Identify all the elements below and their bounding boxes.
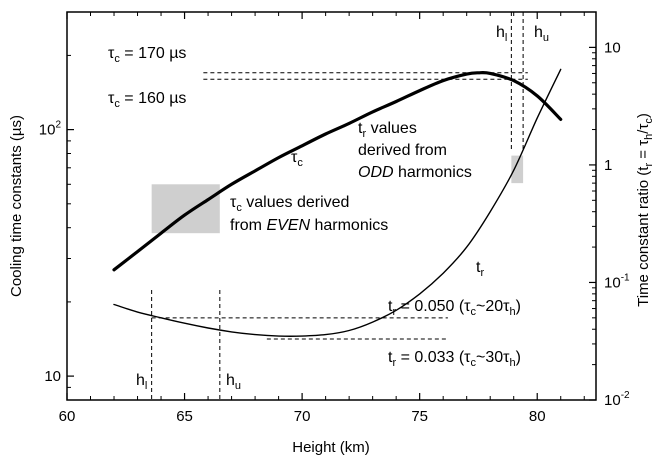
x-tick-label-1: 65	[176, 408, 193, 425]
label-hu-right: hu	[534, 24, 549, 44]
shaded-regions	[151, 155, 524, 234]
label-tr-values-3: ODD harmonics	[358, 164, 472, 181]
shaded-region-0	[151, 184, 220, 234]
x-tick-label-2: 70	[294, 408, 311, 425]
y-right-tick-label-0: 10-2	[604, 390, 630, 409]
label-tr-050: tr = 0.050 (τc~20τh)	[388, 298, 521, 318]
x-axis-title: Height (km)	[292, 439, 370, 456]
y-right-tick-label-1: 10-1	[604, 272, 630, 291]
reference-lines	[151, 72, 528, 340]
label-hl-right: hl	[496, 24, 507, 44]
label-tr-curve: tr	[476, 259, 484, 279]
y-right-tick-label-3: 10	[604, 39, 621, 56]
label-tc-160: τc = 160 µs	[108, 90, 186, 110]
y-right-title-pre: Time constant ratio (t	[635, 166, 652, 307]
x-tick-label-0: 60	[59, 408, 76, 425]
vertical-markers	[151, 12, 524, 400]
y-left-tick-exponent: 2	[55, 120, 61, 131]
y-left-tick-label-0: 10	[44, 368, 61, 385]
label-tr-values-1: tr values	[358, 120, 417, 140]
y-left-tick-label-1: 102	[39, 120, 62, 139]
label-tc-values-2: from EVEN harmonics	[230, 217, 388, 234]
axis-ticks: 60 65 70 75 80 10 102 10-2 10-1 1 10	[39, 11, 630, 425]
plot-frame	[66, 11, 597, 401]
series-line-1	[113, 68, 562, 337]
x-tick-label-4: 80	[529, 408, 546, 425]
y-right-tick-label-2: 1	[604, 157, 612, 174]
label-tc-170: τc = 170 µs	[108, 45, 186, 65]
y-right-tick-exponent: -1	[621, 272, 630, 283]
shaded-region-1	[511, 155, 524, 184]
label-tr-033: tr = 0.033 (τc~30τh)	[388, 349, 521, 369]
series-line-0	[112, 70, 563, 272]
label-tc-curve: τc	[291, 149, 303, 169]
label-hu-left: hu	[226, 372, 241, 392]
x-tick-label-3: 75	[411, 408, 428, 425]
y-left-axis-title: Cooling time constants (µs)	[8, 115, 25, 297]
data-curves	[112, 68, 563, 337]
y-right-axis-title: Time constant ratio (tr = τh/τc)	[635, 113, 655, 307]
label-tc-values-1: τc values derived	[230, 194, 349, 214]
label-hl-left: hl	[136, 372, 147, 392]
label-tr-values-2: derived from	[358, 142, 447, 159]
y-right-tick-exponent: -2	[621, 390, 630, 401]
